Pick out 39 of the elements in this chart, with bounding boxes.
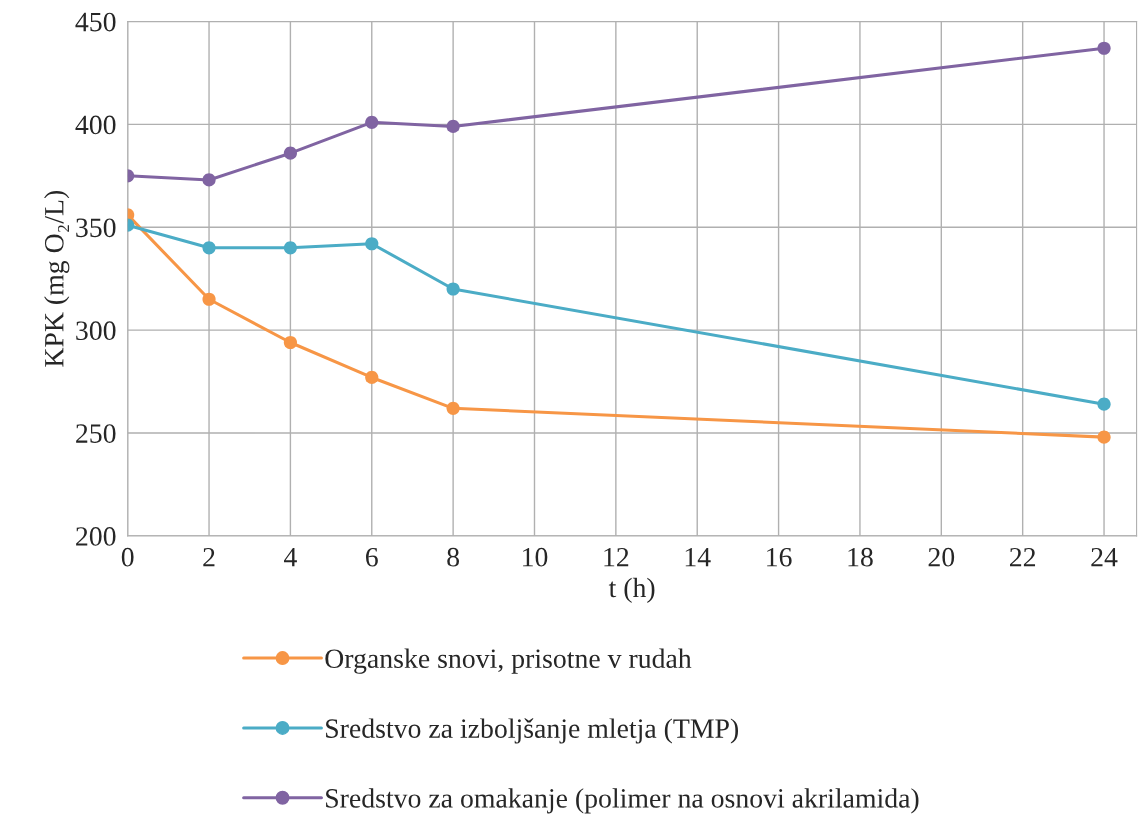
point xyxy=(1097,397,1111,411)
point xyxy=(365,115,379,129)
x-tick-label: 14 xyxy=(685,547,711,567)
y-tick-label: 250 xyxy=(76,424,116,443)
y-axis-title: KPK (mg O₂/L) xyxy=(44,190,70,367)
x-axis-title: t (h) xyxy=(608,577,655,603)
x-tick-label: 22 xyxy=(1010,547,1036,567)
x-tick-label: 16 xyxy=(767,547,792,567)
x-tick-label: 8 xyxy=(447,547,460,567)
point xyxy=(446,401,460,415)
y-tick-label: 200 xyxy=(76,527,116,546)
point xyxy=(202,241,216,255)
point xyxy=(365,237,379,251)
y-tick-label: 350 xyxy=(76,218,116,238)
x-tick-label: 0 xyxy=(121,547,134,567)
legend-label: Sredstvo za izboljšanje mletja (TMP) xyxy=(326,718,739,744)
point xyxy=(446,282,460,296)
x-tick-label: 18 xyxy=(848,547,873,567)
x-tick-label: 20 xyxy=(928,547,955,567)
x-tick-label: 24 xyxy=(1091,547,1118,567)
legend-label: Organske snovi, prisotne v rudah xyxy=(325,648,692,674)
y-tick-label: 450 xyxy=(75,12,116,32)
y-tick-label: 400 xyxy=(75,115,116,135)
point xyxy=(1097,430,1111,444)
legend-label: Sredstvo za omakanje (polimer na osnovi akrilamida) xyxy=(326,788,919,814)
point xyxy=(283,335,297,350)
x-tick-label: 4 xyxy=(284,548,297,567)
point xyxy=(202,173,216,187)
y-tick-label: 300 xyxy=(76,321,116,341)
x-tick-label: 6 xyxy=(366,547,378,567)
point xyxy=(202,292,216,306)
point xyxy=(446,119,460,134)
x-tick-label: 10 xyxy=(523,547,548,567)
point xyxy=(365,370,379,385)
point xyxy=(283,241,297,255)
x-tick-label: 12 xyxy=(604,547,629,567)
point xyxy=(283,146,297,160)
point xyxy=(1097,41,1111,55)
x-tick-label: 2 xyxy=(203,547,215,567)
